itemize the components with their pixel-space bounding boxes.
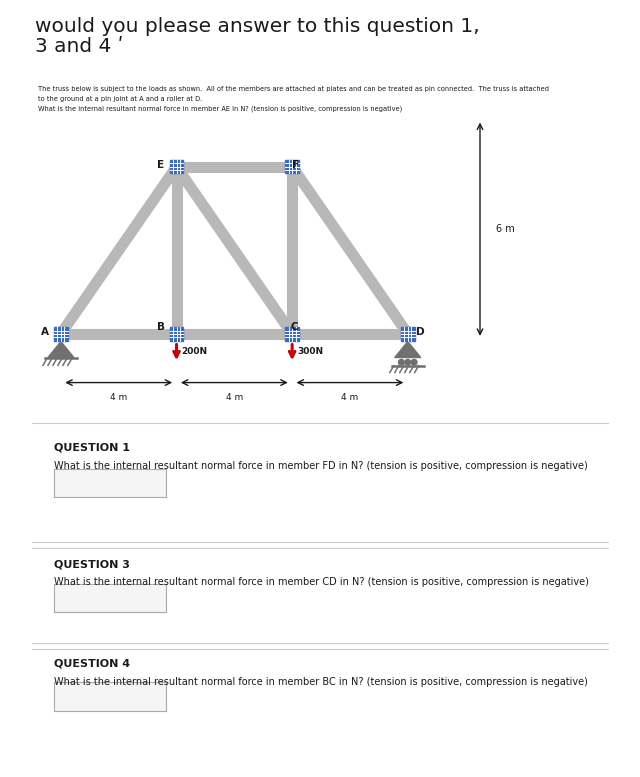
- Polygon shape: [395, 342, 420, 357]
- Text: A: A: [41, 327, 49, 337]
- Text: QUESTION 3: QUESTION 3: [54, 559, 131, 570]
- Text: to the ground at a pin joint at A and a roller at D.: to the ground at a pin joint at A and a …: [38, 96, 202, 102]
- Circle shape: [405, 360, 411, 365]
- Circle shape: [399, 360, 404, 365]
- Polygon shape: [48, 342, 74, 357]
- Bar: [285, 160, 299, 173]
- Text: 4 m: 4 m: [110, 393, 127, 402]
- Circle shape: [412, 360, 417, 365]
- Bar: [170, 160, 184, 173]
- Bar: [401, 327, 415, 340]
- Text: F: F: [292, 160, 299, 170]
- Text: E: E: [157, 160, 164, 170]
- Text: 200N: 200N: [182, 347, 208, 356]
- Text: 300N: 300N: [298, 347, 323, 356]
- Text: 4 m: 4 m: [226, 393, 243, 402]
- Bar: [285, 327, 299, 340]
- Text: What is the internal resultant normal force in member AE in N? (tension is posit: What is the internal resultant normal fo…: [38, 106, 402, 112]
- Text: What is the internal resultant normal force in member FD in N? (tension is posit: What is the internal resultant normal fo…: [54, 461, 588, 471]
- Text: C: C: [291, 322, 298, 332]
- Bar: [54, 327, 68, 340]
- Text: B: B: [157, 322, 164, 332]
- Text: QUESTION 4: QUESTION 4: [54, 659, 131, 669]
- Bar: [170, 327, 184, 340]
- Text: What is the internal resultant normal force in member BC in N? (tension is posit: What is the internal resultant normal fo…: [54, 677, 588, 687]
- Text: 6 m: 6 m: [496, 225, 515, 234]
- Text: D: D: [415, 327, 424, 337]
- Text: What is the internal resultant normal force in member CD in N? (tension is posit: What is the internal resultant normal fo…: [54, 577, 589, 587]
- Text: 3 and 4 ʹ: 3 and 4 ʹ: [35, 37, 124, 56]
- Text: 4 m: 4 m: [341, 393, 358, 402]
- Text: would you please answer to this question 1,: would you please answer to this question…: [35, 17, 480, 36]
- Text: QUESTION 1: QUESTION 1: [54, 443, 131, 453]
- Text: The truss below is subject to the loads as shown.  All of the members are attach: The truss below is subject to the loads …: [38, 86, 548, 92]
